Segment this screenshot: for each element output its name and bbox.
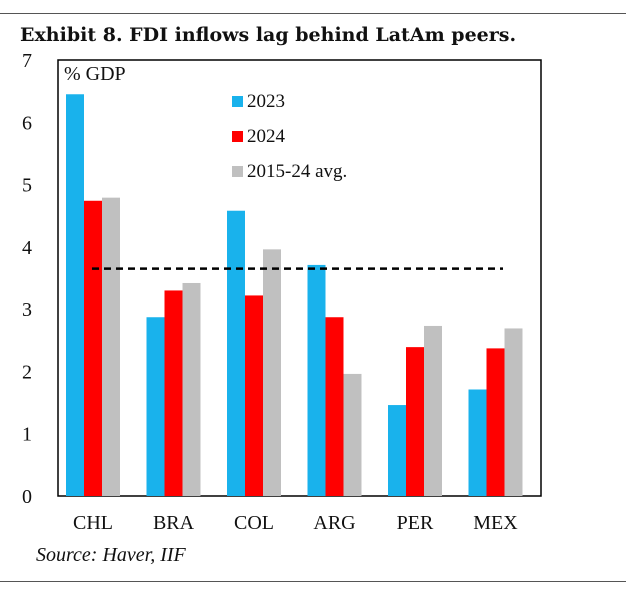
bar-chl-201524avg xyxy=(102,197,120,496)
y-axis-ticks: 0 1 2 3 4 5 6 7 xyxy=(22,50,32,508)
x-axis-labels: CHL BRA COL ARG PER MEX xyxy=(73,512,518,534)
x-tick-label: BRA xyxy=(153,512,195,534)
bar-per-201524avg xyxy=(424,325,442,496)
x-tick-label: MEX xyxy=(473,512,518,534)
top-rule xyxy=(0,13,626,14)
bar-bra-2024 xyxy=(164,290,183,496)
y-tick-label: 6 xyxy=(22,112,32,134)
chart-title: Exhibit 8. FDI inflows lag behind LatAm … xyxy=(20,24,517,46)
y-axis-label: % GDP xyxy=(64,63,126,85)
plot-frame xyxy=(57,59,542,497)
bar-col-2023 xyxy=(227,210,245,496)
bar-chl-2023 xyxy=(66,94,84,496)
bottom-rule xyxy=(0,581,626,582)
x-tick-label: COL xyxy=(234,512,274,534)
bar-bra-2023 xyxy=(146,317,165,496)
x-tick-label: PER xyxy=(397,512,434,534)
bars xyxy=(66,94,523,496)
bar-col-201524avg xyxy=(263,249,281,496)
bar-arg-2023 xyxy=(307,264,326,496)
bar-bra-201524avg xyxy=(182,282,201,496)
bar-mex-201524avg xyxy=(504,328,523,496)
y-tick-label: 5 xyxy=(22,175,32,197)
bar-chl-2024 xyxy=(84,200,102,496)
bar-per-2023 xyxy=(388,405,406,496)
y-tick-label: 2 xyxy=(22,361,32,383)
y-tick-label: 7 xyxy=(22,50,32,72)
bar-mex-2024 xyxy=(486,348,505,496)
y-tick-label: 0 xyxy=(22,486,32,508)
legend-label: 2023 xyxy=(247,91,285,112)
bar-mex-2023 xyxy=(468,389,487,496)
legend-label: 2015-24 avg. xyxy=(247,161,347,182)
legend-swatch xyxy=(232,131,243,142)
legend-swatch xyxy=(232,166,243,177)
x-tick-label: CHL xyxy=(73,512,113,534)
legend-label: 2024 xyxy=(247,126,286,147)
source-note: Source: Haver, IIF xyxy=(36,544,186,566)
y-tick-label: 4 xyxy=(22,237,32,259)
legend-swatch xyxy=(232,96,243,107)
legend: 2023 2024 2015-24 avg. xyxy=(232,91,347,182)
y-tick-label: 1 xyxy=(22,424,32,446)
bar-arg-2024 xyxy=(325,317,344,496)
y-tick-label: 3 xyxy=(22,299,32,321)
x-tick-label: ARG xyxy=(313,512,355,534)
bar-per-2024 xyxy=(406,347,424,496)
bar-col-2024 xyxy=(245,295,263,496)
bar-arg-201524avg xyxy=(343,373,362,496)
